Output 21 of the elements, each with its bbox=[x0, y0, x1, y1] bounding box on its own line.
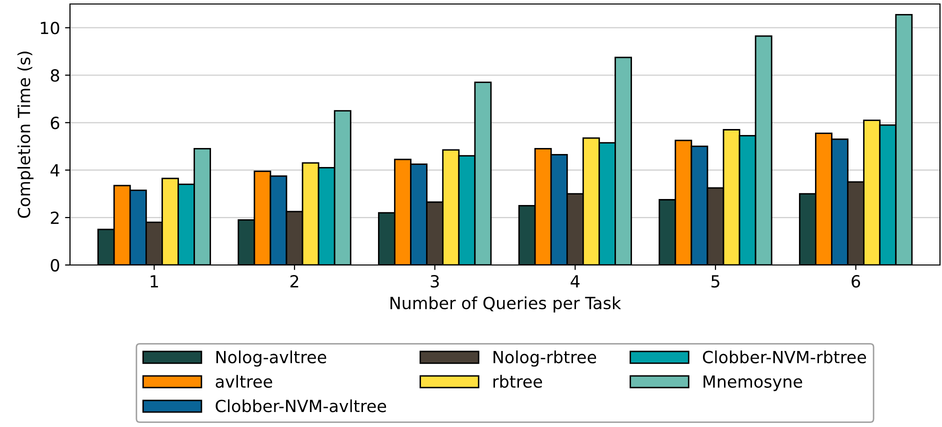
legend-label: Nolog-rbtree bbox=[494, 350, 596, 367]
y-tick-label: 2 bbox=[50, 212, 59, 224]
y-tick-label: 8 bbox=[50, 69, 60, 82]
x-tick-label: 4 bbox=[570, 275, 580, 288]
legend-label: rbtree bbox=[493, 374, 542, 388]
y-tick-label: 10 bbox=[40, 22, 60, 34]
x-axis-title: Number of Queries per Task bbox=[390, 296, 622, 313]
x-tick-label: 2 bbox=[290, 275, 298, 288]
legend-label: Clobber-NVM-rbtree bbox=[702, 350, 866, 364]
x-tick-label: 3 bbox=[430, 275, 439, 288]
x-tick-label: 6 bbox=[852, 275, 860, 288]
y-tick-label: 4 bbox=[50, 164, 60, 176]
legend-label: Mnemosyne bbox=[704, 375, 802, 392]
legend-label: Nolog-avltree bbox=[216, 350, 326, 367]
x-tick-label: 1 bbox=[150, 275, 158, 288]
y-axis-title: Completion Time (s) bbox=[17, 52, 34, 218]
y-tick-label: 6 bbox=[50, 116, 60, 130]
y-tick-label: 0 bbox=[50, 258, 60, 272]
legend-label: Clobber-NVM-avltree bbox=[216, 399, 386, 412]
x-tick-label: 5 bbox=[711, 275, 720, 288]
legend-label: avltree bbox=[216, 374, 272, 388]
